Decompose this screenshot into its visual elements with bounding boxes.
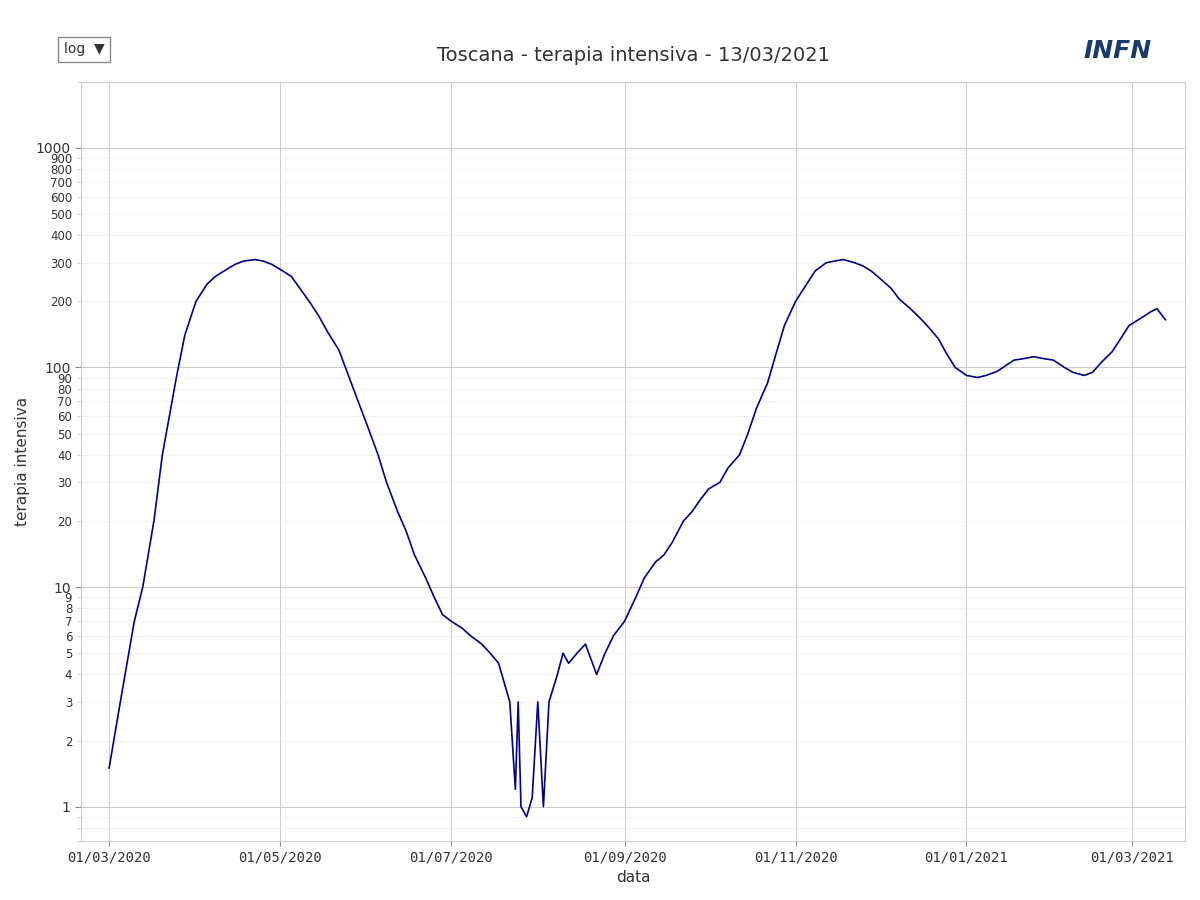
Y-axis label: terapia intensiva: terapia intensiva — [14, 397, 30, 526]
Title: Toscana - terapia intensiva - 13/03/2021: Toscana - terapia intensiva - 13/03/2021 — [437, 46, 829, 65]
Text: INFN: INFN — [1084, 40, 1152, 63]
Text: log  ▼: log ▼ — [64, 42, 104, 57]
X-axis label: data: data — [616, 870, 650, 885]
